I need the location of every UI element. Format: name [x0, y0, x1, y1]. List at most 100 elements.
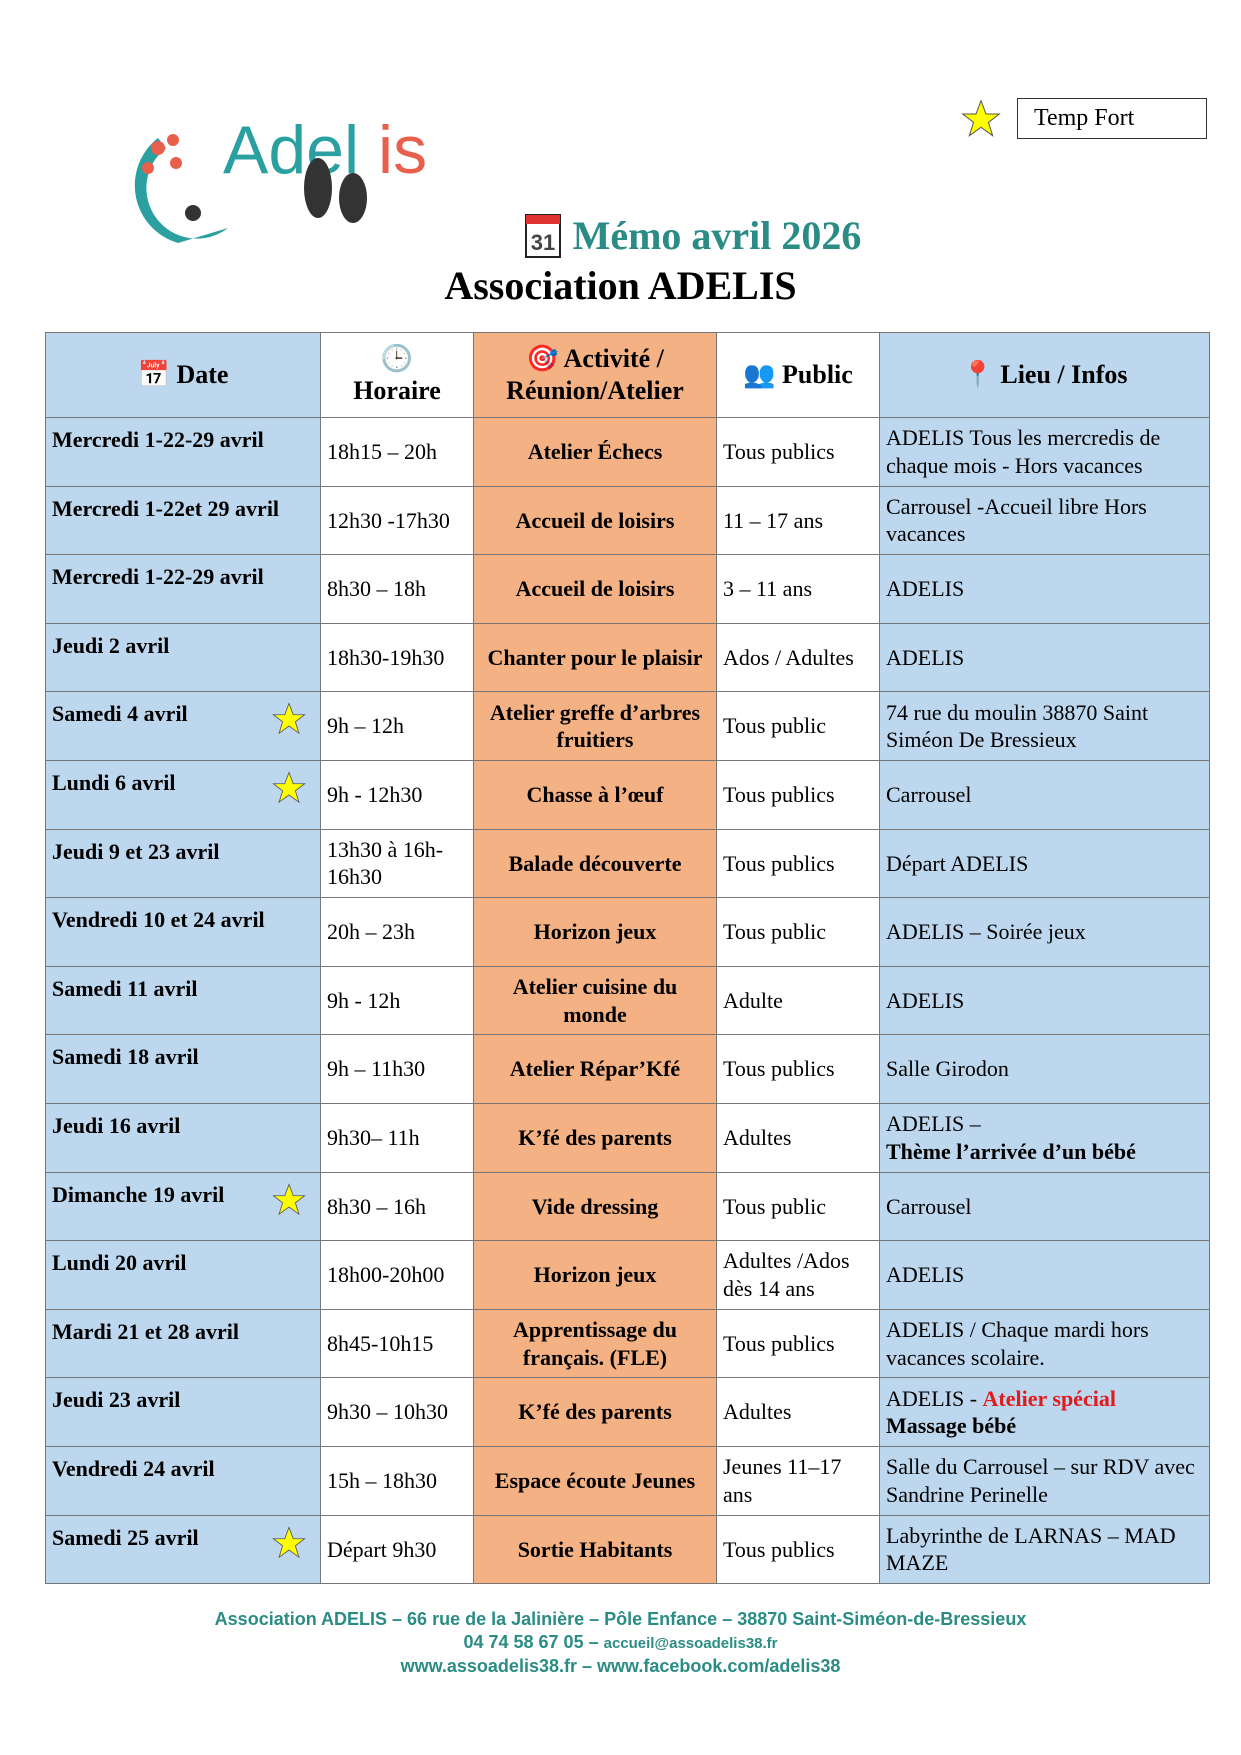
cell-place: Carrousel: [879, 759, 1210, 830]
cell-date: Dimanche 19 avril: [45, 1171, 321, 1242]
cell-public: Tous publics: [716, 1514, 880, 1585]
cell-date: Vendredi 10 et 24 avril: [45, 897, 321, 967]
cell-place: Carrousel: [879, 1171, 1210, 1242]
table-row: Mercredi 1-22et 29 avril 12h30 -17h30 Ac…: [45, 485, 1210, 556]
cell-date: Samedi 4 avril: [45, 691, 321, 761]
cell-activity: Horizon jeux: [473, 1240, 717, 1310]
calendar-icon: 31: [524, 213, 561, 258]
adelis-logo: Adel is: [134, 118, 427, 243]
cell-time: 15h – 18h30: [320, 1445, 474, 1516]
cell-time: 8h30 – 16h: [320, 1171, 474, 1242]
cell-public: Adulte: [716, 965, 880, 1036]
cell-place: ADELIS Tous les mercredis de chaque mois…: [879, 417, 1210, 487]
footer-email[interactable]: accueil@assoadelis38.fr: [603, 1635, 778, 1652]
cell-time: 20h – 23h: [320, 897, 474, 967]
page-title: 31 Mémo avril 2026: [0, 212, 1241, 259]
cell-public: Adultes: [716, 1102, 880, 1173]
col-time: 🕒 Horaire: [320, 332, 474, 418]
cell-place: ADELIS – Thème l’arrivée d’un bébé: [879, 1102, 1210, 1173]
col-place: 📍 Lieu / Infos: [879, 332, 1210, 418]
table-row: Jeudi 23 avril 9h30 – 10h30 K’fé des par…: [45, 1377, 1210, 1447]
footer: Association ADELIS – 66 rue de la Jalini…: [0, 1608, 1241, 1678]
cell-date: Samedi 18 avril: [45, 1034, 321, 1104]
cell-time: 8h30 – 18h: [320, 554, 474, 624]
cell-activity: Horizon jeux: [473, 897, 717, 967]
table-row: Vendredi 10 et 24 avril 20h – 23h Horizo…: [45, 897, 1210, 967]
svg-text:Adel: Adel: [223, 118, 359, 188]
footer-phone: 04 74 58 67 05 –: [463, 1632, 599, 1652]
table-row: Jeudi 16 avril 9h30– 11h K’fé des parent…: [45, 1102, 1210, 1173]
table-row: Mercredi 1-22-29 avril 8h30 – 18h Accuei…: [45, 554, 1210, 624]
cell-public: Tous public: [716, 897, 880, 967]
col-date: 📅 Date: [45, 332, 321, 418]
cell-place: Labyrinthe de LARNAS – MAD MAZE: [879, 1514, 1210, 1585]
cell-date: Samedi 11 avril: [45, 965, 321, 1036]
table-row: Samedi 11 avril 9h - 12h Atelier cuisine…: [45, 965, 1210, 1036]
cell-date: Mercredi 1-22-29 avril: [45, 554, 321, 624]
table-row: Jeudi 2 avril 18h30-19h30 Chanter pour l…: [45, 622, 1210, 693]
cell-place: Salle Girodon: [879, 1034, 1210, 1104]
cell-place: Départ ADELIS: [879, 828, 1210, 899]
cell-public: Jeunes 11–17 ans: [716, 1445, 880, 1516]
cell-activity: Accueil de loisirs: [473, 554, 717, 624]
col-activity: 🎯 Activité / Réunion/Atelier: [473, 332, 717, 418]
table-row: Lundi 20 avril 18h00-20h00 Horizon jeux …: [45, 1240, 1210, 1310]
svg-text:is: is: [378, 118, 427, 188]
cell-time: 9h - 12h30: [320, 759, 474, 830]
footer-links[interactable]: www.assoadelis38.fr – www.facebook.com/a…: [400, 1656, 841, 1676]
page-subtitle: Association ADELIS: [444, 263, 797, 308]
cell-place: 74 rue du moulin 38870 Saint Siméon De B…: [879, 691, 1210, 761]
star-icon: [272, 702, 306, 735]
cell-activity: Apprentissage du français. (FLE): [473, 1308, 717, 1379]
cell-time: 9h – 12h: [320, 691, 474, 761]
legend-label: Temp Fort: [1017, 98, 1207, 139]
cell-public: Ados / Adultes: [716, 622, 880, 693]
table-row: Lundi 6 avril 9h - 12h30 Chasse à l’œuf …: [45, 759, 1210, 830]
cell-public: Tous publics: [716, 1308, 880, 1379]
cell-activity: Accueil de loisirs: [473, 485, 717, 556]
cell-place: ADELIS / Chaque mardi hors vacances scol…: [879, 1308, 1210, 1379]
cell-time: 9h – 11h30: [320, 1034, 474, 1104]
cell-public: Tous publics: [716, 828, 880, 899]
star-icon: [272, 771, 306, 804]
cell-activity: Vide dressing: [473, 1171, 717, 1242]
cell-time: 9h30 – 10h30: [320, 1377, 474, 1447]
cell-public: 11 – 17 ans: [716, 485, 880, 556]
table-row: Samedi 18 avril 9h – 11h30 Atelier Répar…: [45, 1034, 1210, 1104]
pin-icon: 📍: [961, 359, 994, 389]
cell-time: 18h30-19h30: [320, 622, 474, 693]
cell-time: 12h30 -17h30: [320, 485, 474, 556]
cell-place: Salle du Carrousel – sur RDV avec Sandri…: [879, 1445, 1210, 1516]
cell-time: 9h - 12h: [320, 965, 474, 1036]
cell-date: Lundi 20 avril: [45, 1240, 321, 1310]
table-row: Vendredi 24 avril 15h – 18h30 Espace éco…: [45, 1445, 1210, 1516]
cell-activity: Atelier cuisine du monde: [473, 965, 717, 1036]
cell-public: Adultes /Ados dès 14 ans: [716, 1240, 880, 1310]
cell-activity: Chanter pour le plaisir: [473, 622, 717, 693]
cell-time: 13h30 à 16h-16h30: [320, 828, 474, 899]
star-icon: [272, 1525, 306, 1558]
cell-place: ADELIS: [879, 965, 1210, 1036]
schedule-table: 📅 Date 🕒 Horaire 🎯 Activité / Réunion/Ate…: [45, 332, 1210, 1585]
cell-activity: Sortie Habitants: [473, 1514, 717, 1585]
cell-date: Lundi 6 avril: [45, 759, 321, 830]
cell-date: Jeudi 23 avril: [45, 1377, 321, 1447]
title-text: Mémo avril 2026: [572, 213, 862, 258]
cell-activity: Atelier greffe d’arbres fruitiers: [473, 691, 717, 761]
cell-date: Mercredi 1-22-29 avril: [45, 417, 321, 487]
table-row: Mardi 21 et 28 avril 8h45-10h15 Apprenti…: [45, 1308, 1210, 1379]
cell-public: Tous publics: [716, 759, 880, 830]
calendar-icon: 📅: [137, 359, 170, 389]
cell-date: Mardi 21 et 28 avril: [45, 1308, 321, 1379]
cell-activity: Espace écoute Jeunes: [473, 1445, 717, 1516]
legend: Temp Fort: [955, 98, 1207, 139]
cell-activity: K’fé des parents: [473, 1102, 717, 1173]
star-icon: [961, 98, 1001, 137]
cell-time: 8h45-10h15: [320, 1308, 474, 1379]
cell-time: 18h15 – 20h: [320, 417, 474, 487]
cell-public: Tous public: [716, 691, 880, 761]
cell-public: Tous publics: [716, 417, 880, 487]
footer-address: Association ADELIS – 66 rue de la Jalini…: [214, 1609, 1027, 1629]
table-row: Jeudi 9 et 23 avril 13h30 à 16h-16h30 Ba…: [45, 828, 1210, 899]
cell-place: ADELIS - Atelier spécial Massage bébé: [879, 1377, 1210, 1447]
